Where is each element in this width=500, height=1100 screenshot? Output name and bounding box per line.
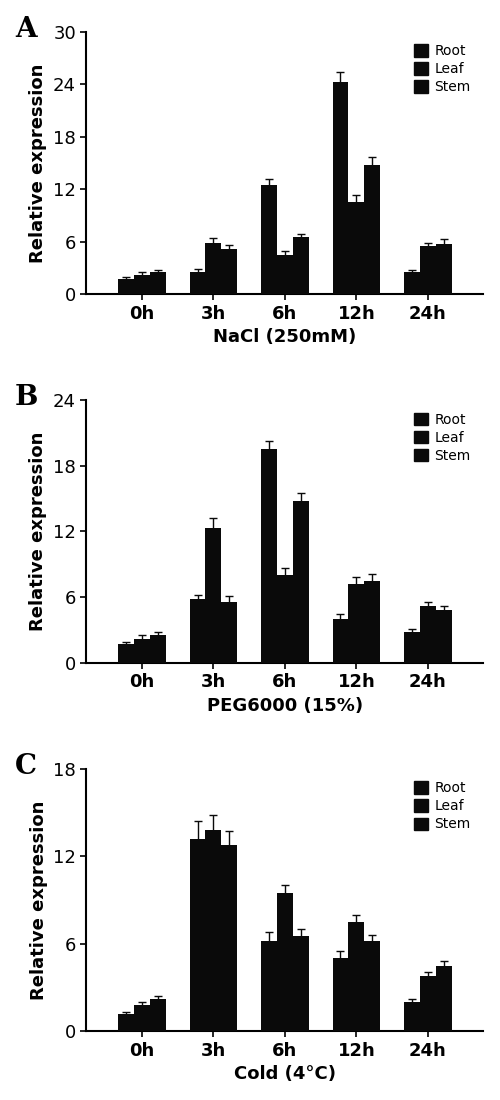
Bar [206, 829, 222, 1032]
Bar [436, 966, 452, 1032]
Bar [134, 1005, 150, 1032]
Bar [222, 602, 237, 663]
Text: B: B [15, 384, 38, 411]
Bar [348, 202, 364, 295]
Bar [420, 976, 436, 1032]
Bar [364, 581, 380, 663]
Bar [206, 528, 222, 663]
X-axis label: NaCl (250mM): NaCl (250mM) [213, 328, 356, 346]
X-axis label: PEG6000 (15%): PEG6000 (15%) [207, 696, 363, 715]
Bar [261, 940, 277, 1032]
Bar [332, 619, 348, 663]
Legend: Root, Leaf, Stem: Root, Leaf, Stem [408, 39, 476, 100]
Bar [420, 246, 436, 295]
Bar [134, 275, 150, 295]
Bar [150, 999, 166, 1032]
Bar [118, 278, 134, 295]
Bar [420, 606, 436, 663]
Bar [206, 243, 222, 295]
Bar [190, 838, 206, 1032]
Bar [150, 636, 166, 663]
Bar [293, 500, 308, 663]
Bar [277, 255, 293, 295]
Bar [134, 639, 150, 663]
Bar [277, 575, 293, 663]
Bar [293, 936, 308, 1032]
Bar [436, 243, 452, 295]
Bar [293, 238, 308, 295]
X-axis label: Cold (4°C): Cold (4°C) [234, 1065, 336, 1084]
Bar [332, 82, 348, 295]
Bar [150, 273, 166, 295]
Bar [190, 273, 206, 295]
Bar [190, 600, 206, 663]
Bar [332, 958, 348, 1032]
Bar [118, 1014, 134, 1032]
Bar [348, 584, 364, 663]
Legend: Root, Leaf, Stem: Root, Leaf, Stem [408, 407, 476, 469]
Bar [222, 845, 237, 1032]
Bar [404, 273, 420, 295]
Bar [404, 1002, 420, 1032]
Bar [222, 249, 237, 295]
Bar [277, 893, 293, 1032]
Bar [364, 165, 380, 295]
Y-axis label: Relative expression: Relative expression [30, 801, 48, 1000]
Bar [404, 632, 420, 663]
Bar [348, 922, 364, 1032]
Bar [364, 940, 380, 1032]
Text: C: C [15, 752, 37, 780]
Bar [261, 185, 277, 295]
Y-axis label: Relative expression: Relative expression [30, 432, 48, 631]
Legend: Root, Leaf, Stem: Root, Leaf, Stem [408, 776, 476, 837]
Bar [261, 450, 277, 663]
Bar [436, 610, 452, 663]
Bar [118, 645, 134, 663]
Y-axis label: Relative expression: Relative expression [30, 64, 48, 263]
Text: A: A [15, 15, 36, 43]
